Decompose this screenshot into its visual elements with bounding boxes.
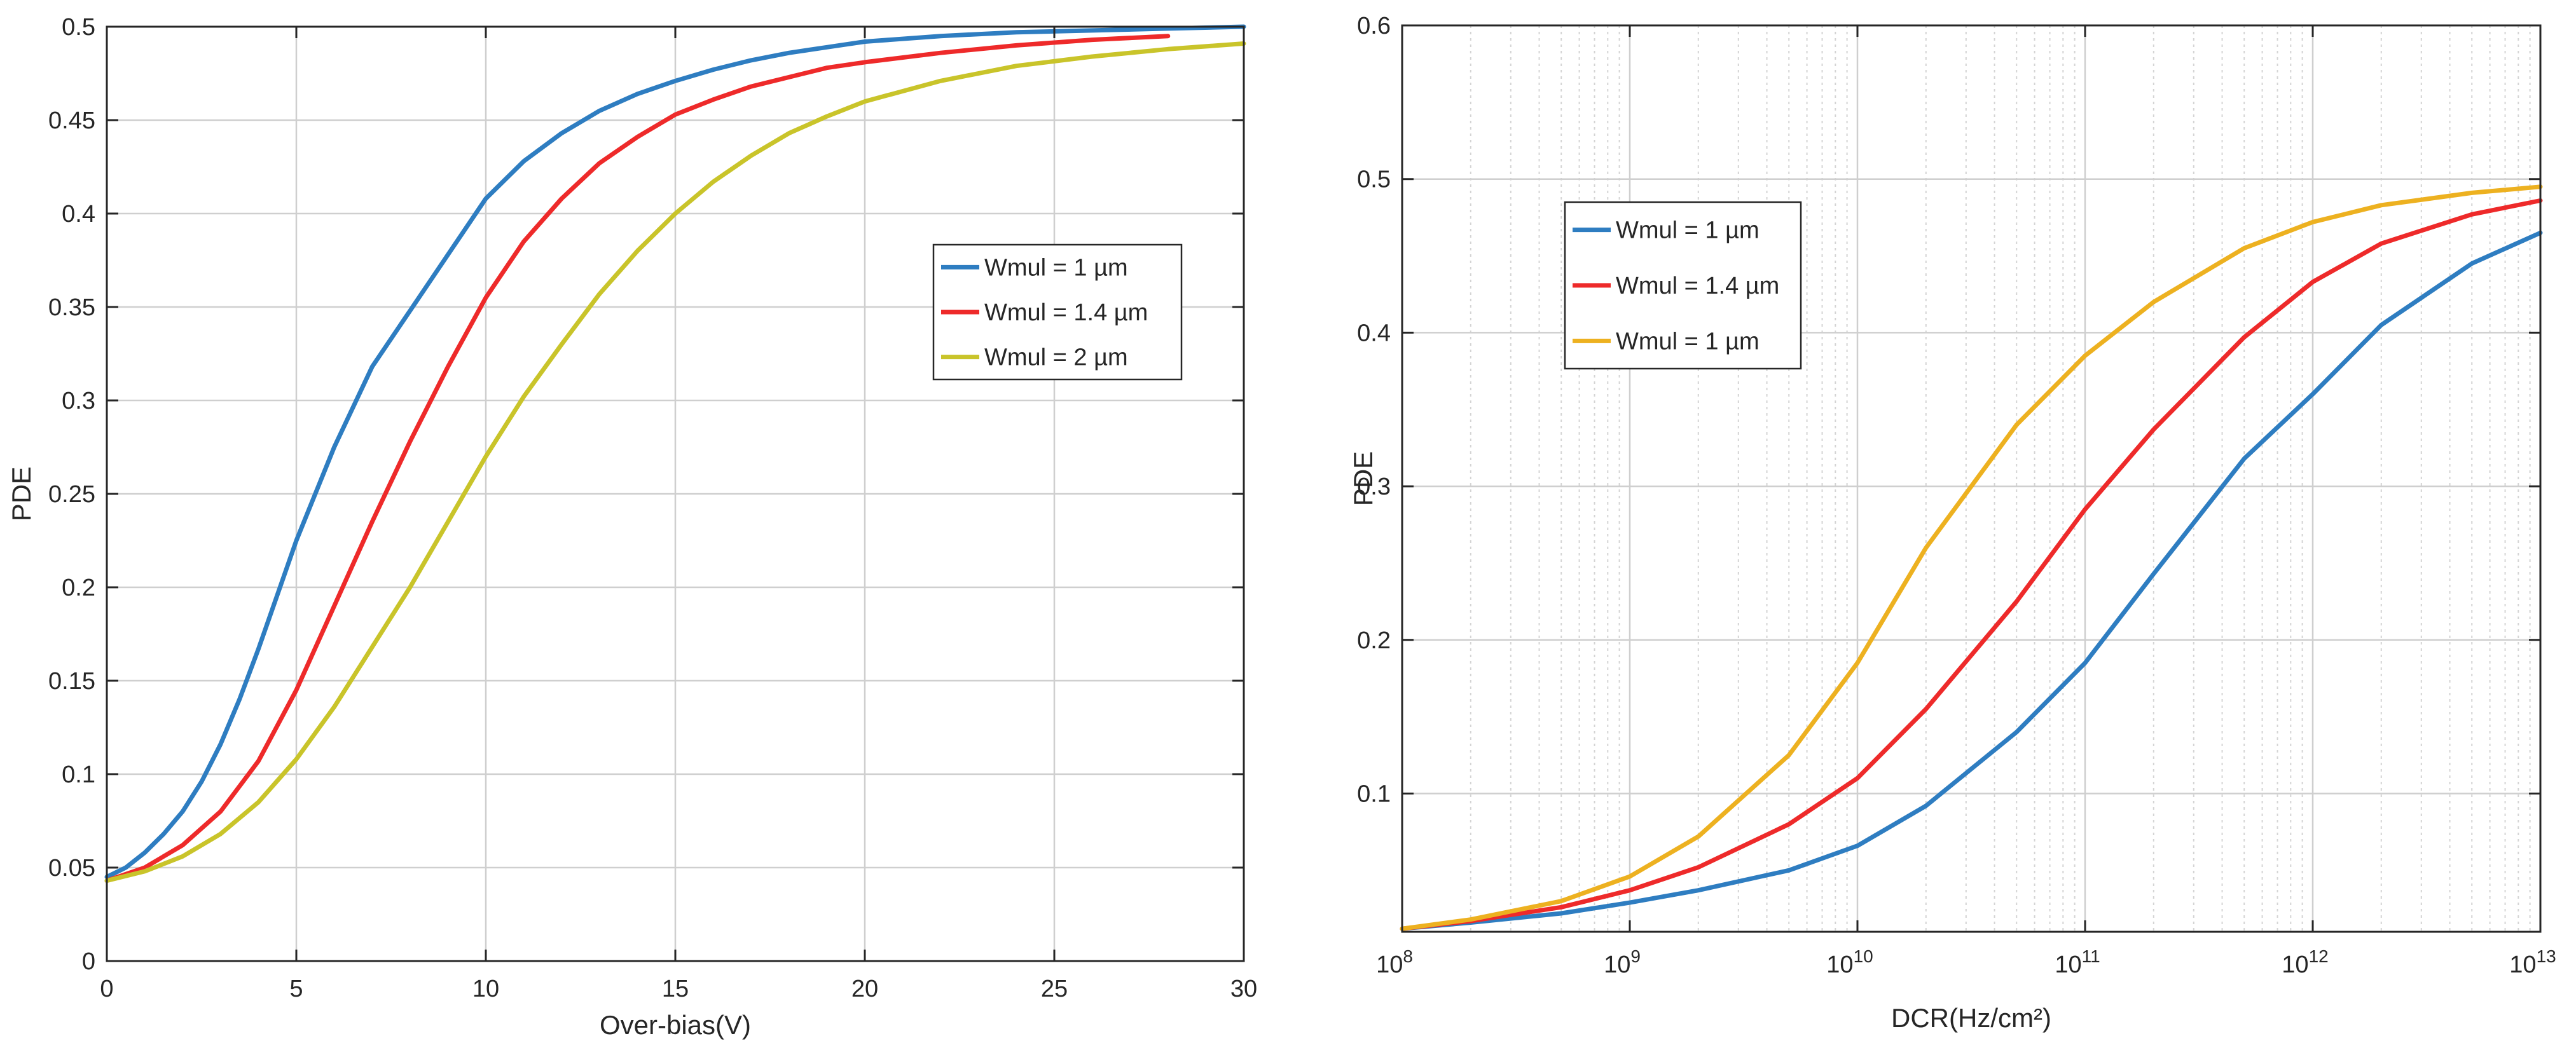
- y-tick-label: 0.2: [1357, 627, 1391, 654]
- x-tick-label: 1013: [2509, 946, 2556, 978]
- y-tick-label: 0.45: [48, 107, 95, 134]
- y-tick-label: 0.25: [48, 481, 95, 508]
- y-tick-label: 0.3: [1357, 474, 1391, 500]
- x-tick-base: 10: [1376, 951, 1403, 978]
- x-tick-label: 5: [289, 976, 303, 1002]
- y-tick-label: 0.5: [1357, 167, 1391, 193]
- chart-panel-1: 0 5 10 15 20 25 30 0 0.05 0.1 0.15 0.2 0.25 0.3 0.35 0.…: [6, 14, 1257, 1040]
- y-tick-label: 0.1: [1357, 781, 1391, 807]
- series-line-2: [1400, 198, 2543, 931]
- x-tick-base: 10: [2282, 951, 2308, 978]
- legend-entry: Wmul = 1.4 µm: [984, 299, 1148, 326]
- y-axis-label: PDE: [6, 467, 36, 521]
- x-tick-base: 10: [2509, 951, 2536, 978]
- legend-entry: Wmul = 1 µm: [1616, 217, 1760, 244]
- x-tick-label: 20: [851, 976, 878, 1002]
- y-tick-label: 0.4: [1357, 320, 1391, 346]
- legend-entry: Wmul = 1.4 µm: [1616, 273, 1779, 299]
- series-line-2: [104, 34, 1171, 883]
- x-tick-base: 10: [2055, 951, 2081, 978]
- x-tick-exponent: 11: [2082, 946, 2100, 966]
- plot-area: [1402, 25, 2540, 932]
- y-tick-label: 0.6: [1357, 13, 1391, 39]
- series-line-1: [1400, 230, 2543, 931]
- y-tick-label: 0.4: [62, 201, 95, 228]
- axes-frame: [1401, 24, 2542, 933]
- x-axis-label: Over-bias(V): [600, 1010, 751, 1040]
- chart-panel-2: 108 109 1010 1011 1012 10130.10.20.30.40.50.6…: [1348, 13, 2556, 1033]
- x-tick-label: 109: [1604, 946, 1641, 978]
- series-line-3: [1400, 184, 2543, 931]
- series-line-1: [104, 24, 1246, 880]
- x-tick-label: 0: [100, 976, 113, 1002]
- legend-entry: Wmul = 2 µm: [984, 344, 1128, 371]
- x-tick-exponent: 8: [1403, 946, 1413, 966]
- x-tick-label: 30: [1230, 976, 1257, 1002]
- x-axis-label: DCR(Hz/cm²): [1891, 1003, 2051, 1033]
- x-tick-exponent: 12: [2309, 946, 2329, 966]
- x-tick-label: 108: [1376, 946, 1413, 978]
- x-tick-label: 25: [1041, 976, 1068, 1002]
- x-tick-base: 10: [1604, 951, 1630, 978]
- x-tick-label: 10: [472, 976, 499, 1002]
- y-tick-label: 0.05: [48, 855, 95, 882]
- y-axis-label: PDE: [1348, 451, 1378, 506]
- y-tick-label: 0.15: [48, 668, 95, 695]
- y-tick-label: 0: [82, 948, 95, 975]
- x-tick-exponent: 9: [1630, 946, 1641, 966]
- y-tick-label: 0.35: [48, 294, 95, 321]
- y-tick-label: 0.5: [62, 14, 95, 41]
- x-tick-label: 1010: [1826, 946, 1873, 978]
- x-tick-base: 10: [1826, 951, 1853, 978]
- x-tick-label: 1011: [2055, 946, 2100, 978]
- legend-entry: Wmul = 1 µm: [1616, 328, 1760, 355]
- x-tick-label: 15: [662, 976, 689, 1002]
- x-tick-label: 1012: [2282, 946, 2328, 978]
- y-tick-label: 0.2: [62, 575, 95, 601]
- y-tick-label: 0.3: [62, 388, 95, 414]
- x-tick-exponent: 10: [1854, 946, 1873, 966]
- y-tick-label: 0.1: [62, 761, 95, 788]
- legend-entry: Wmul = 1 µm: [984, 254, 1128, 281]
- x-tick-exponent: 13: [2537, 946, 2556, 966]
- series-line-3: [104, 41, 1246, 883]
